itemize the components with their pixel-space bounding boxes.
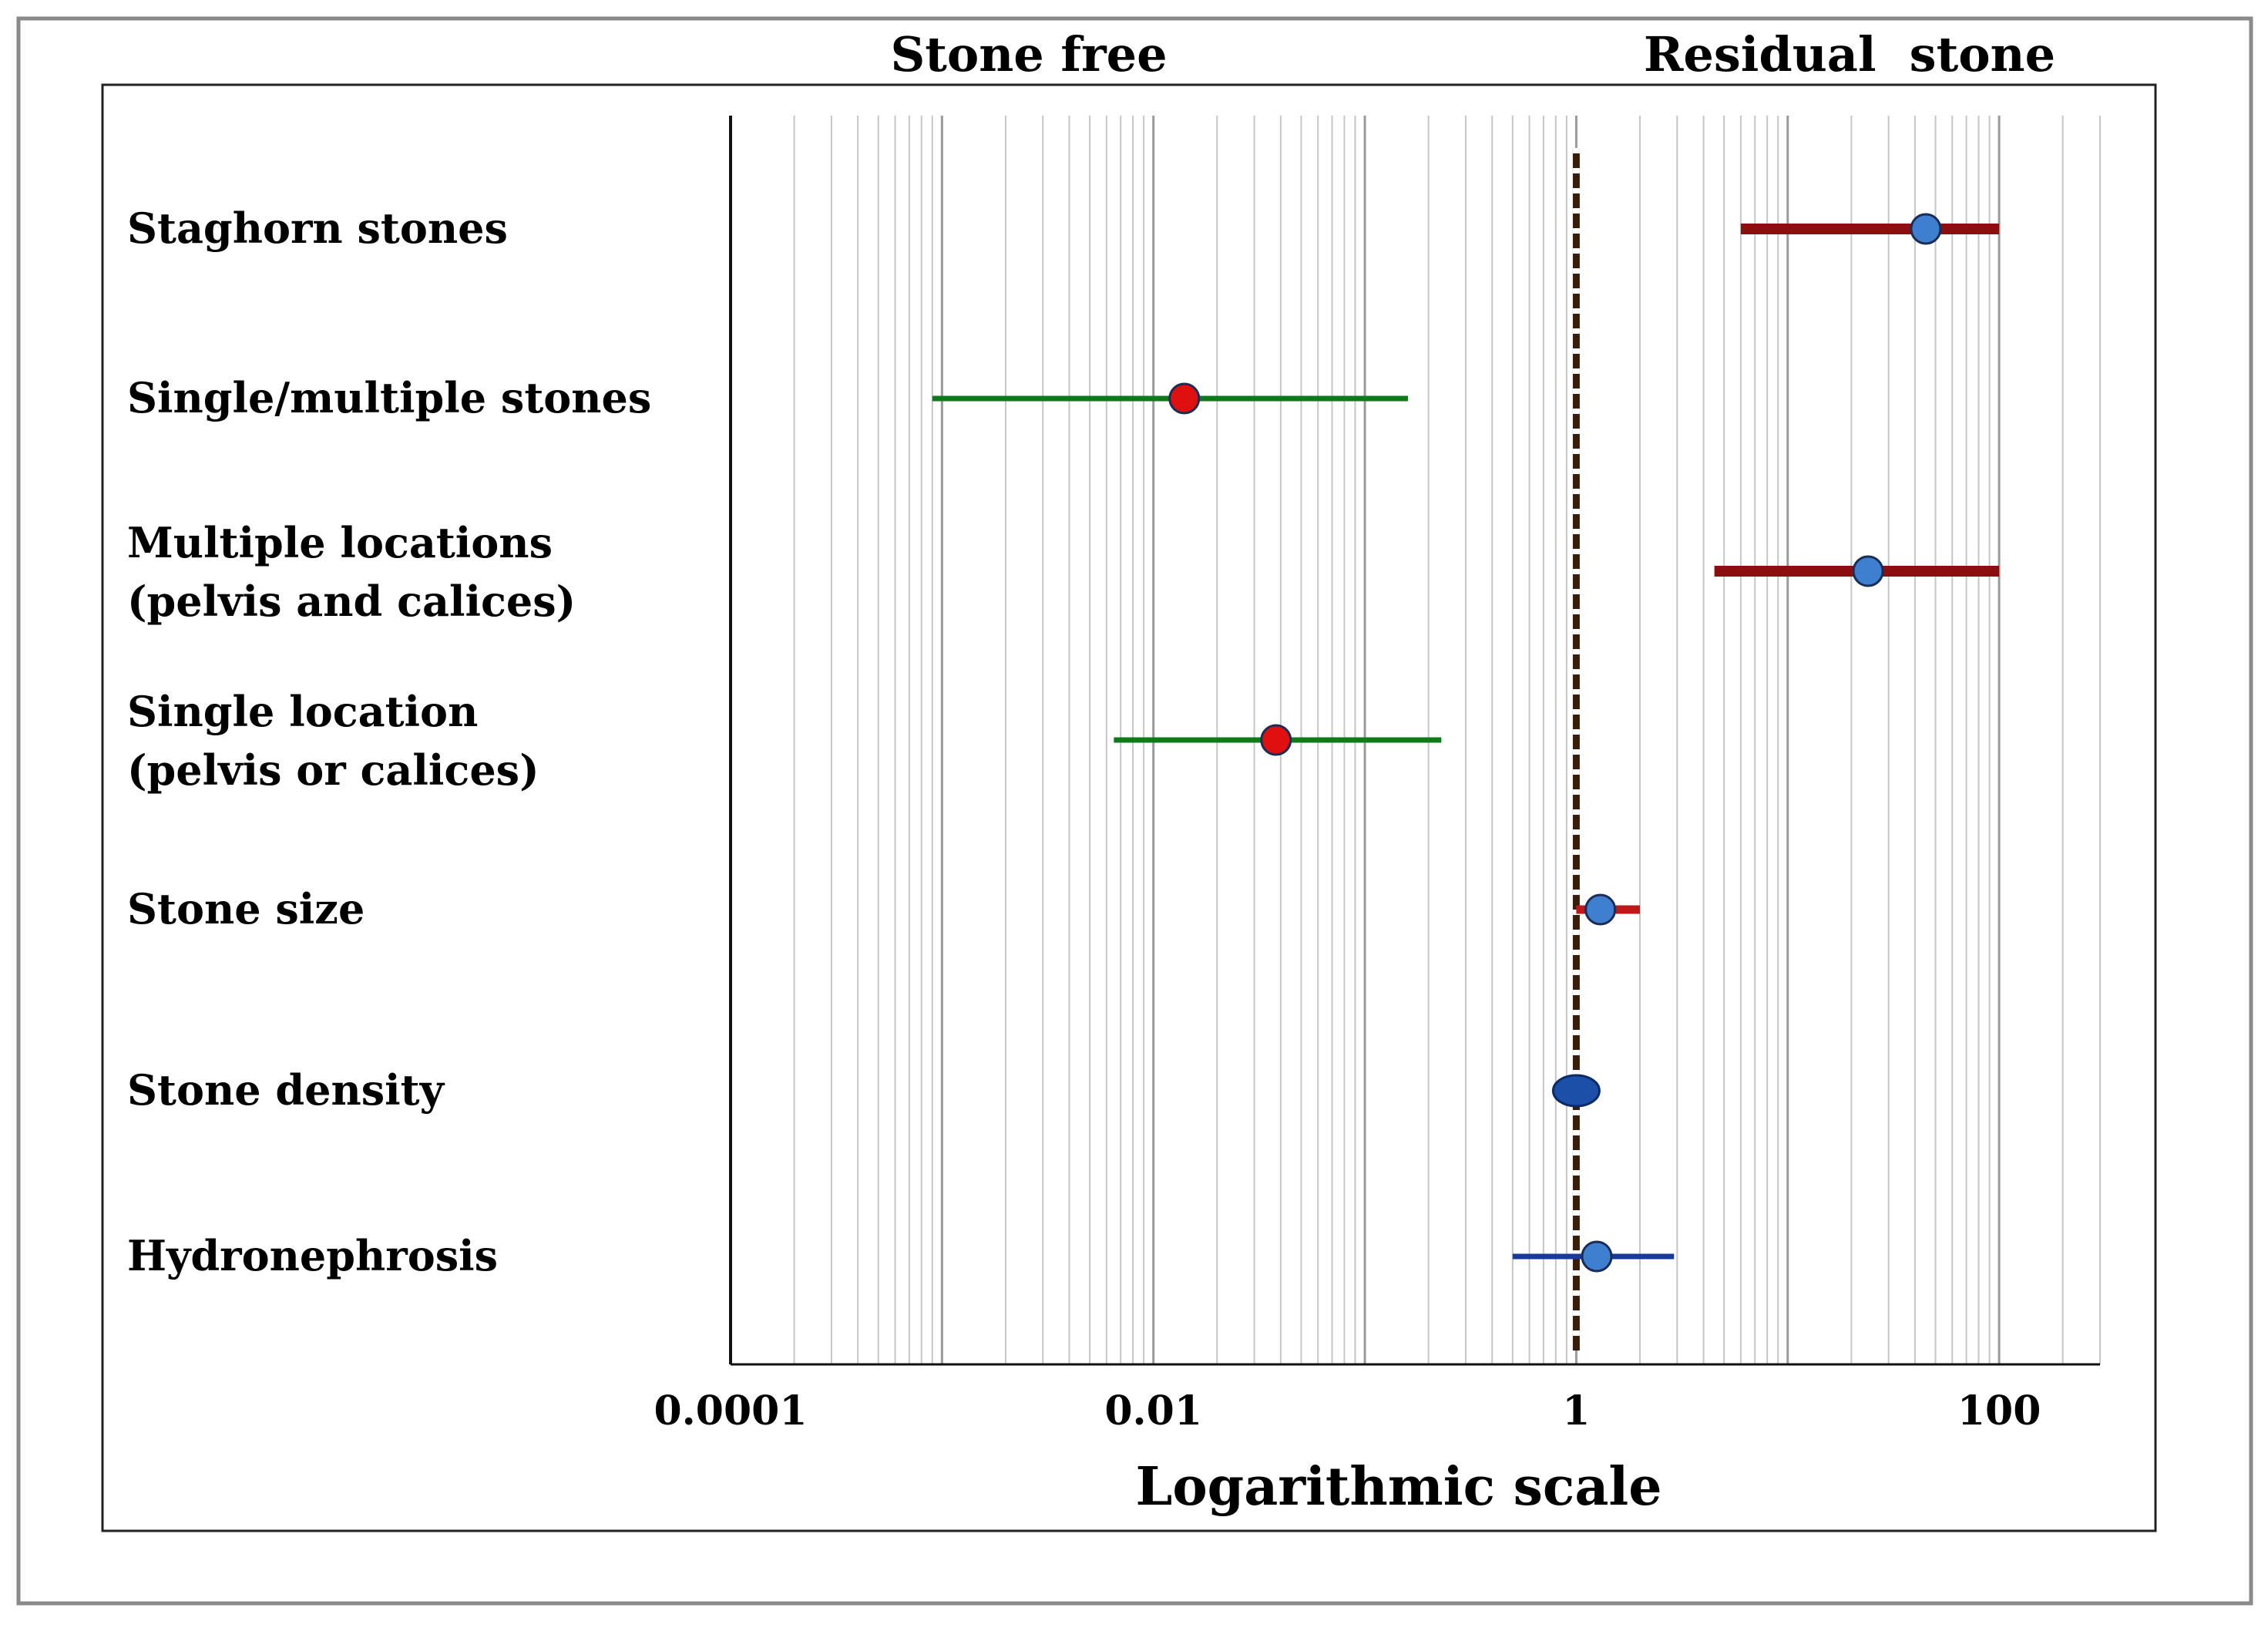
row-label: Multiple locations	[127, 518, 553, 567]
forest-row: Multiple locations (pelvis and calices)	[127, 518, 2000, 626]
row-label: Staghorn stones	[127, 204, 508, 253]
x-axis-label: Logarithmic scale	[1136, 1456, 1662, 1518]
point-estimate	[1168, 382, 1201, 415]
point-estimate	[1910, 213, 1942, 245]
x-tick-label: 100	[1957, 1388, 2041, 1435]
x-tick-label: 0.0001	[654, 1388, 807, 1435]
x-tick-label: 1	[1562, 1388, 1590, 1435]
forest-row: Single/multiple stones	[127, 373, 1409, 422]
forest-row: Staghorn stones	[127, 204, 2000, 253]
point-estimate	[1581, 1240, 1613, 1273]
header-stone-free: Stone free	[890, 26, 1167, 82]
x-tick-label: 0.01	[1104, 1388, 1202, 1435]
forest-row: Stone density	[127, 1065, 1601, 1115]
forest-row: Single location (pelvis or calices)	[127, 687, 1442, 795]
plot-frame	[101, 83, 2157, 1532]
row-label: Stone density	[127, 1065, 445, 1115]
point-estimate	[1551, 1074, 1601, 1108]
forest-row: Stone size	[127, 884, 1640, 933]
point-estimate	[1260, 724, 1292, 756]
outer-frame	[16, 16, 2253, 1606]
data-rows: Staghorn stones Single/multiple stones Mul…	[127, 204, 2000, 1280]
row-label: Single location	[127, 687, 478, 736]
row-label: (pelvis and calices)	[127, 577, 576, 626]
point-estimate	[1584, 893, 1617, 926]
row-label: Single/multiple stones	[127, 373, 651, 422]
point-estimate	[1852, 555, 1884, 587]
x-tick-labels: 0.0001 0.01 1 100	[654, 1388, 2041, 1435]
forest-row: Hydronephrosis	[127, 1231, 1675, 1280]
row-label: Stone size	[127, 884, 365, 933]
row-label: Hydronephrosis	[127, 1231, 498, 1280]
row-label: (pelvis or calices)	[127, 745, 539, 795]
axes	[729, 116, 2100, 1366]
header-residual-stone: Residual stone	[1644, 26, 2055, 82]
